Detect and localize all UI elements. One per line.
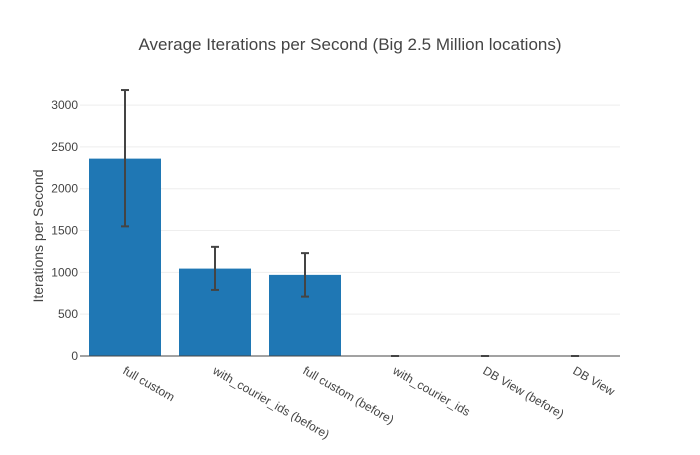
x-tick-label: full custom (before): [301, 363, 397, 426]
x-tick-labels: full custom with_courier_ids (before)full…: [121, 363, 618, 442]
y-tick-label: 2500: [51, 140, 78, 154]
y-tick-label: 0: [71, 349, 78, 363]
gridlines: [80, 104, 620, 315]
y-axis-label: Iterations per Second: [30, 169, 46, 302]
y-tick-label: 1000: [51, 265, 78, 279]
x-tick-label: DB View (before): [481, 363, 567, 421]
y-tick-label: 1500: [51, 224, 78, 238]
x-tick-label: with_courier_ids: [390, 363, 473, 419]
y-tick-label: 2000: [51, 182, 78, 196]
error-bar: [211, 245, 219, 291]
error-bar: [301, 252, 309, 298]
chart-title: Average Iterations per Second (Big 2.5 M…: [138, 35, 561, 54]
y-tick-label: 500: [58, 307, 78, 321]
error-bar: [121, 89, 129, 228]
y-tick-label: 3000: [51, 98, 78, 112]
x-tick-label: DB View: [571, 363, 618, 398]
y-tick-labels: 0 500 1000 1500 2000 2500 3000: [51, 98, 78, 363]
x-tick-label: full custom: [121, 363, 178, 404]
